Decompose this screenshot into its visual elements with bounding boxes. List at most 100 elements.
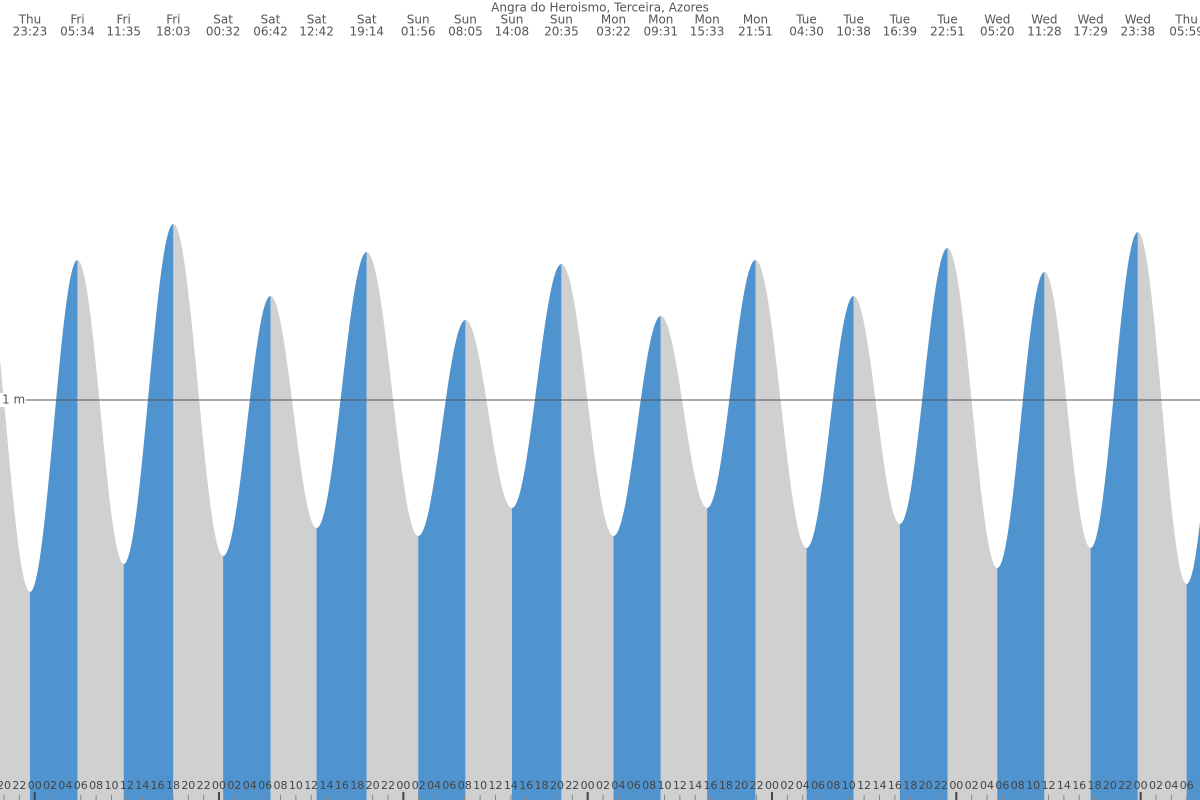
hour-label: 02 (227, 779, 241, 792)
hour-label: 08 (89, 779, 103, 792)
extreme-day: Tue (795, 13, 817, 27)
tide-segment (613, 316, 661, 800)
hour-label: 20 (919, 779, 933, 792)
hour-label: 12 (120, 779, 134, 792)
tide-segment (755, 260, 807, 800)
hour-label: 18 (903, 779, 917, 792)
hour-label: 22 (381, 779, 395, 792)
hour-label: 18 (535, 779, 549, 792)
extreme-day: Sat (261, 13, 281, 27)
hour-label: 16 (151, 779, 165, 792)
hour-label: 18 (1088, 779, 1102, 792)
extreme-day: Mon (694, 13, 719, 27)
extreme-time: 10:38 (836, 25, 871, 39)
hour-label: 02 (596, 779, 610, 792)
extreme-day: Sat (357, 13, 377, 27)
extreme-time: 12:42 (299, 25, 334, 39)
tide-segment (1186, 522, 1200, 800)
hour-label: 10 (842, 779, 856, 792)
extreme-day: Mon (601, 13, 626, 27)
extreme-time: 11:35 (106, 25, 141, 39)
extreme-time: 00:32 (206, 25, 241, 39)
tide-segment (947, 248, 998, 800)
hour-label: 10 (105, 779, 119, 792)
tide-segment (366, 252, 419, 800)
hour-label: 00 (581, 779, 595, 792)
hour-label: 10 (289, 779, 303, 792)
hour-label: 20 (0, 779, 11, 792)
hour-label: 08 (826, 779, 840, 792)
extreme-time: 21:51 (738, 25, 773, 39)
extreme-day: Sun (550, 13, 573, 27)
extreme-day: Tue (842, 13, 864, 27)
tide-segment (465, 320, 512, 800)
hour-label: 14 (688, 779, 702, 792)
tide-segment (1044, 272, 1091, 800)
hour-label: 10 (1026, 779, 1040, 792)
tide-segment (1090, 232, 1138, 800)
extreme-day: Sat (213, 13, 233, 27)
tide-segment (561, 264, 614, 800)
hour-label: 12 (857, 779, 871, 792)
extreme-time: 18:03 (156, 25, 191, 39)
extreme-day: Tue (936, 13, 958, 27)
hour-label: 22 (934, 779, 948, 792)
tide-segment (0, 359, 30, 800)
hour-label: 08 (273, 779, 287, 792)
extreme-time: 09:31 (643, 25, 678, 39)
hour-label: 00 (765, 779, 779, 792)
hour-label: 04 (796, 779, 810, 792)
extreme-time: 04:30 (789, 25, 824, 39)
hour-label: 10 (657, 779, 671, 792)
hour-label: 16 (1072, 779, 1086, 792)
tick-label-bg (0, 393, 26, 407)
tide-segment (316, 252, 367, 800)
hour-label: 08 (458, 779, 472, 792)
tide-segment (511, 264, 562, 800)
extreme-time: 14:08 (495, 25, 530, 39)
hour-label: 02 (43, 779, 57, 792)
hour-label: 06 (442, 779, 456, 792)
hour-label: 18 (166, 779, 180, 792)
hour-label: 06 (995, 779, 1009, 792)
hour-label: 20 (181, 779, 195, 792)
hour-label: 02 (1149, 779, 1163, 792)
hour-label: 22 (197, 779, 211, 792)
hour-label: 12 (489, 779, 503, 792)
extreme-day: Wed (984, 13, 1010, 27)
hour-label: 02 (412, 779, 426, 792)
extreme-time: 11:28 (1027, 25, 1062, 39)
hour-label: 18 (719, 779, 733, 792)
extreme-day: Fri (70, 13, 84, 27)
hour-label: 22 (1118, 779, 1132, 792)
hour-label: 00 (396, 779, 410, 792)
hour-label: 06 (1180, 779, 1194, 792)
tide-segment (270, 296, 317, 800)
tide-segment (899, 248, 948, 800)
hour-label: 14 (504, 779, 518, 792)
extreme-time: 23:23 (13, 25, 48, 39)
hour-label: 12 (673, 779, 687, 792)
hour-label: 20 (366, 779, 380, 792)
extreme-day: Tue (889, 13, 911, 27)
extreme-day: Fri (166, 13, 180, 27)
extreme-day: Mon (648, 13, 673, 27)
tide-segment (223, 296, 271, 800)
hour-label: 16 (335, 779, 349, 792)
tide-segment (173, 224, 224, 800)
hour-label: 10 (473, 779, 487, 792)
tide-segment (123, 224, 174, 800)
hour-label: 06 (811, 779, 825, 792)
extreme-time: 03:22 (596, 25, 631, 39)
hour-label: 04 (58, 779, 72, 792)
hour-label: 14 (1057, 779, 1071, 792)
extreme-day: Sun (500, 13, 523, 27)
hour-label: 14 (873, 779, 887, 792)
extreme-time: 01:56 (401, 25, 436, 39)
hour-label: 12 (304, 779, 318, 792)
hour-label: 00 (949, 779, 963, 792)
extreme-time: 16:39 (883, 25, 918, 39)
hour-label: 02 (965, 779, 979, 792)
extreme-day: Thu (1174, 13, 1198, 27)
